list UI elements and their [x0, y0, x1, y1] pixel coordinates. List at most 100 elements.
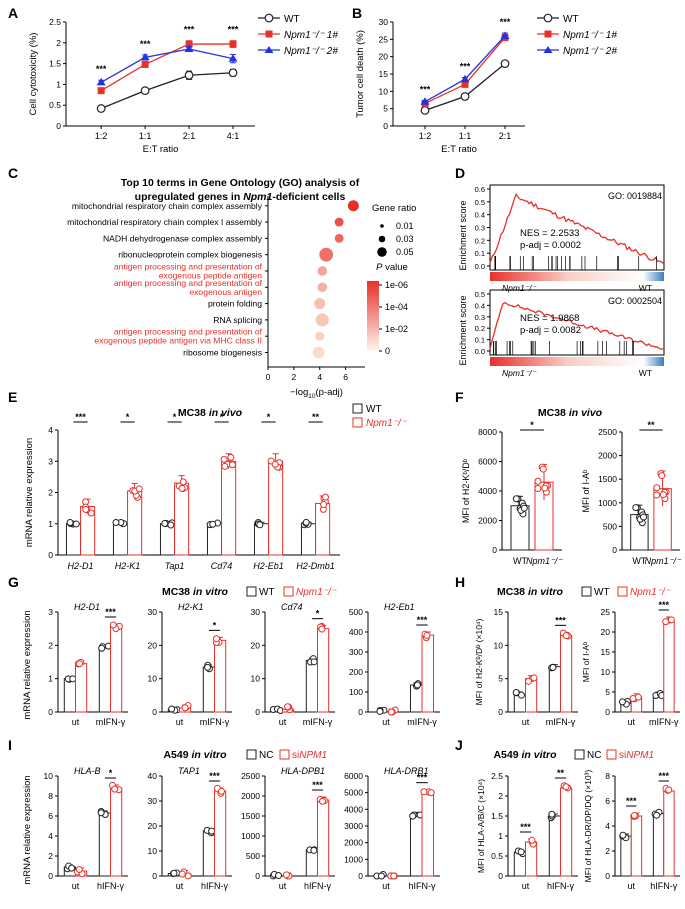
legend-g: WT Npm1⁻/⁻ — [246, 586, 337, 598]
panel-i-y-label: mRNA relative expression — [22, 775, 33, 884]
panel-i-2-y-tick-label: 0 — [255, 871, 260, 881]
panel-i-2-y-tick-label: 500 — [246, 851, 260, 861]
gsea-y-tick-label: 0.3 — [475, 224, 485, 233]
data-point-wt — [140, 86, 150, 96]
gsea-y-label: Enrichment score — [458, 295, 468, 365]
panel-i-0-y-tick-label: 6 — [48, 811, 53, 821]
data-point-ko2 — [460, 74, 470, 83]
panel-j-0-y-tick-label: 1.5 — [491, 811, 503, 821]
series-line-Npm11 — [100, 43, 234, 92]
data-point — [548, 810, 556, 818]
bar-ko — [75, 663, 88, 713]
bar-wt — [159, 523, 176, 556]
panel-label-e: E — [8, 389, 17, 405]
data-point — [66, 518, 74, 526]
panel-f1-y-tick-label: 4000 — [478, 486, 497, 496]
panel-e-y-tick-label: 4 — [48, 425, 53, 435]
panel-b-y-label: Tumor cell death (%) — [355, 30, 366, 118]
panel-b-x-tick-label: 2:1 — [499, 131, 512, 141]
panel-i-1-y-tick-label: 10 — [148, 846, 158, 856]
panel-h-0-y-tick-label: 15 — [494, 607, 504, 617]
panel-f1-sig-label: * — [530, 420, 534, 430]
legend-g-wt: WT — [259, 587, 275, 598]
data-point — [427, 789, 435, 797]
go-term-label: exogenous peptide antigen via MHC class … — [94, 336, 262, 346]
panel-i-1-sig-label: *** — [209, 771, 220, 781]
panel-e-y-tick-label: 2 — [48, 488, 53, 498]
panel-h-title: MC38 in vitro — [497, 586, 564, 598]
panel-g-1-y-tick-label: 20 — [148, 640, 158, 650]
panel-g-1-gene-label: H2-K1 — [178, 602, 204, 612]
legend-h-ko: Npm1⁻/⁻ — [630, 587, 671, 598]
gsea-y-tick-label: 0.3 — [475, 313, 485, 322]
panel-e-sig-label: ** — [312, 412, 320, 422]
legend-e-ko: Npm1⁻/⁻ — [366, 418, 407, 429]
panel-b-y-tick-label: 20 — [379, 52, 389, 62]
panel-f2-y-label: MFI of I-Aᵇ — [581, 469, 591, 513]
data-point — [212, 635, 220, 643]
data-point-ko2 — [184, 44, 194, 53]
legend-a-wt: WT — [284, 14, 300, 25]
panel-b-y-tick-label: 30 — [379, 17, 389, 27]
bar-ko — [214, 790, 227, 877]
bar-wt — [620, 835, 632, 877]
panel-g-2-sig-label: * — [316, 609, 320, 619]
data-point — [184, 872, 192, 880]
bar-wt — [98, 812, 112, 877]
bar-wt — [202, 666, 216, 713]
data-point — [178, 870, 186, 878]
data-point — [97, 809, 105, 817]
significance-label: *** — [460, 61, 471, 71]
panel-b-x-tick-label: 1:1 — [459, 131, 472, 141]
panel-g-3-y-tick-label: 200 — [349, 667, 363, 677]
data-point — [377, 872, 385, 880]
panel-i-1-x-tick-label: ut — [176, 881, 184, 891]
panel-h-1-y-label: MFI of I-Aᵇ — [581, 642, 591, 683]
panel-f2-y-tick-label: 2500 — [598, 427, 617, 437]
panel-label-h: H — [455, 574, 465, 590]
panel-h-1-y-tick-label: 0 — [605, 707, 610, 717]
data-point — [217, 787, 225, 795]
panel-f1-y-tick-label: 0 — [492, 545, 497, 555]
panel-i-2-y-tick-label: 1500 — [241, 811, 260, 821]
size-legend-title: Gene ratio — [372, 203, 416, 214]
bar-ko — [421, 792, 435, 877]
panel-g-1-sig-label: * — [213, 620, 217, 630]
go-term-label: mitochondrial respiratory chain complex … — [67, 217, 263, 227]
bar-ko — [214, 639, 227, 713]
panel-a-x-tick-label: 4:1 — [227, 131, 240, 141]
panel-i-2-x-tick-label: hIFN-γ — [304, 881, 332, 891]
size-legend-label: 0.01 — [396, 221, 414, 231]
data-point — [135, 485, 143, 493]
data-point — [562, 783, 570, 791]
gsea-y-tick-label: 0.5 — [475, 290, 485, 299]
go-term-label: NADH dehydrogenase complex assembly — [103, 233, 263, 243]
panel-e-x-tick-label: H2-D1 — [68, 561, 94, 571]
panel-f2-y-tick-label: 2000 — [598, 451, 617, 461]
color-legend-bar — [367, 281, 379, 351]
panel-e-title: MC38 in vivo — [178, 407, 243, 419]
panel-j-1-y-tick-label: 6 — [605, 796, 610, 806]
panel-i-2-x-tick-label: ut — [279, 881, 287, 891]
data-point-wt — [460, 92, 470, 101]
panel-g-1-y-tick-label: 10 — [148, 674, 158, 684]
go-term-label: antigen processing and presentation of — [114, 261, 263, 271]
panel-i-3-sig-label: *** — [417, 773, 428, 783]
panel-a-x-tick-label: 1:2 — [95, 131, 108, 141]
panel-j-0-sig-label: *** — [520, 822, 531, 832]
panel-c-title-gene: Npm1 — [243, 191, 272, 203]
panel-label-i: I — [8, 737, 12, 753]
panel-g-y-label: mRNA relative expression — [22, 610, 33, 719]
panel-g-0-sig-label: *** — [105, 607, 116, 617]
panel-j-1-y-tick-label: 2 — [605, 846, 610, 856]
panel-g-3-x-tick-label: ut — [382, 717, 390, 727]
go-term-label: mitochondrial respiratory chain complex … — [72, 201, 263, 211]
gsea-y-label: Enrichment score — [458, 200, 468, 270]
panel-g-2-gene-label: Cd74 — [281, 602, 303, 612]
data-point — [549, 664, 557, 672]
legend-b-ko1: Npm1⁻/⁻ 1# — [563, 30, 617, 41]
data-point — [109, 621, 117, 629]
panel-i-3-gene-label: HLA-DRB1 — [384, 766, 429, 776]
data-point — [75, 866, 83, 874]
